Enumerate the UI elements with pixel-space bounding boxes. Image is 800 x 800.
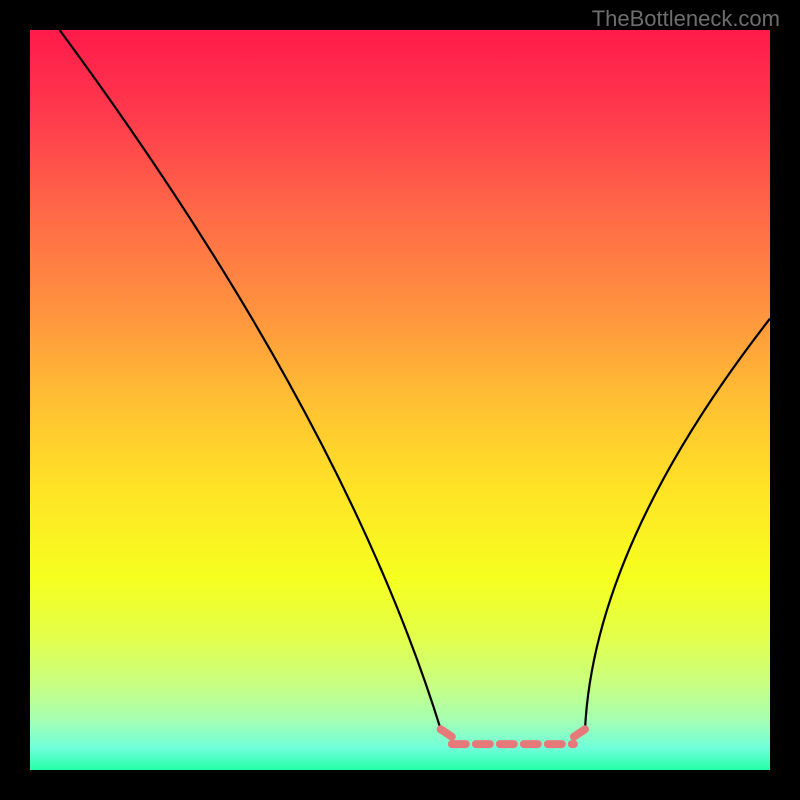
bottleneck-curve <box>30 30 770 770</box>
curve-cap-right <box>574 729 585 736</box>
curve-left-branch <box>60 30 452 737</box>
curve-right-branch <box>574 319 770 737</box>
curve-cap-left <box>441 729 452 736</box>
watermark-text: TheBottleneck.com <box>592 6 780 32</box>
plot-area <box>30 30 770 770</box>
